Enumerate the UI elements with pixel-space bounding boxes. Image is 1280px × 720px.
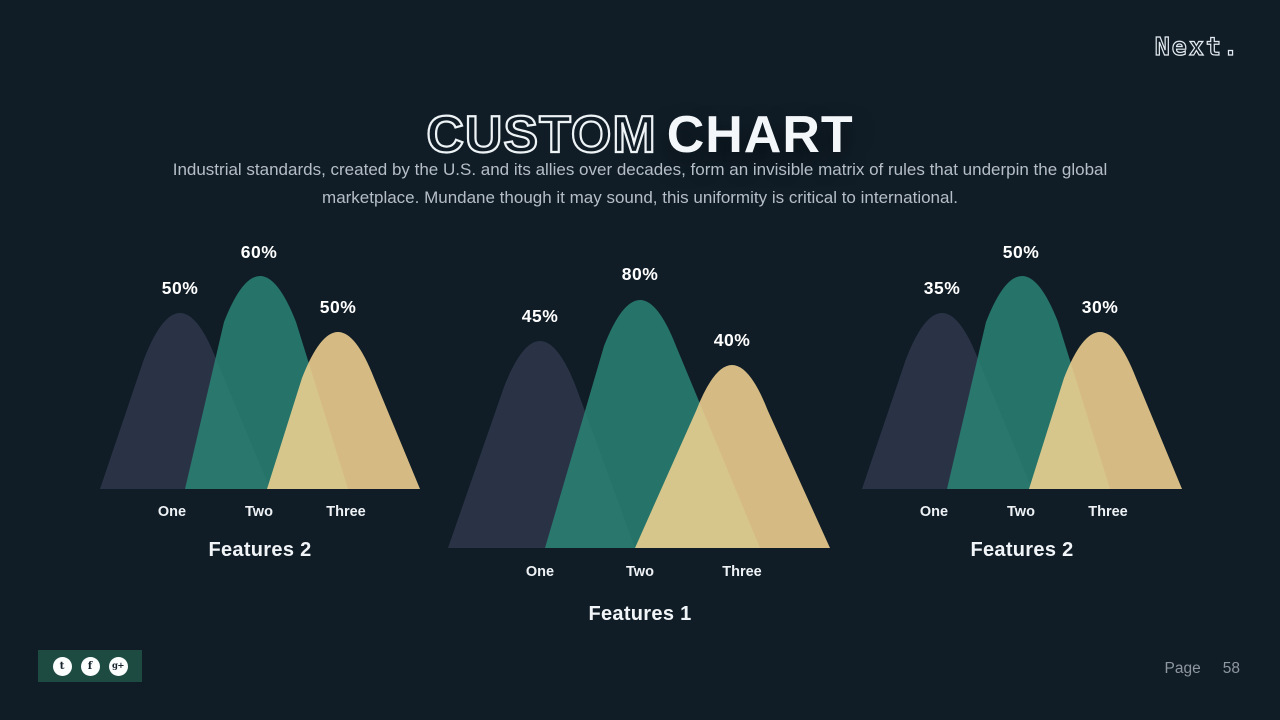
page-label: Page — [1164, 660, 1201, 677]
area-chart-canvas — [100, 276, 420, 489]
brand-logo: Next. — [1154, 31, 1240, 61]
chart-caption: Features 1 — [588, 603, 692, 625]
data-label: 35% — [923, 278, 961, 298]
subtitle-line-1: Industrial standards, created by the U.S… — [172, 160, 1108, 179]
series-three-peak — [267, 332, 420, 489]
area-chart-canvas — [862, 276, 1182, 489]
data-label: 50% — [161, 278, 199, 298]
series-three-peak — [635, 365, 830, 548]
series-three-peak — [1029, 332, 1182, 489]
facebook-icon[interactable]: f — [80, 656, 100, 676]
x-axis-label: Two — [1007, 504, 1035, 520]
x-axis-label: Three — [326, 504, 366, 520]
tumblr-glyph: t — [59, 660, 65, 672]
page-title: CUSTOM CHART — [0, 105, 1280, 164]
chart-caption: Features 2 — [970, 539, 1074, 561]
social-links-bar: t f g+ — [38, 650, 142, 682]
data-label: 30% — [1081, 297, 1119, 317]
x-axis-label: Three — [1088, 504, 1128, 520]
page-number: 58 — [1222, 660, 1240, 677]
data-label: 60% — [240, 242, 278, 262]
chart-features1-middle: 45% 80% 40% One Two Three Features 1 — [445, 240, 835, 640]
google-plus-icon[interactable]: g+ — [108, 656, 128, 676]
chart-features2-right: 35% 50% 30% One Two Three Features 2 — [857, 240, 1187, 575]
page-footer: Page 58 — [1165, 660, 1240, 678]
x-axis-label: Three — [722, 564, 762, 580]
x-axis-label: One — [525, 564, 555, 580]
x-axis-label: One — [919, 504, 949, 520]
chart-caption: Features 2 — [208, 539, 312, 561]
area-chart-canvas — [448, 300, 830, 548]
facebook-glyph: f — [87, 660, 93, 672]
subtitle-paragraph: Industrial standards, created by the U.S… — [0, 156, 1280, 211]
subtitle-line-2: marketplace. Mundane though it may sound… — [322, 187, 958, 207]
x-axis-label: One — [157, 504, 187, 520]
tumblr-icon[interactable]: t — [52, 656, 72, 676]
page-title-solid-part: CHART — [666, 105, 854, 164]
data-label: 45% — [521, 306, 559, 326]
data-label: 80% — [621, 264, 659, 284]
x-axis-label: Two — [245, 504, 273, 520]
chart-features2-left: 50% 60% 50% One Two Three Features 2 — [95, 240, 425, 575]
x-axis-label: Two — [626, 564, 654, 580]
data-label: 40% — [713, 330, 751, 350]
page-title-outline-part: CUSTOM — [425, 105, 657, 164]
data-label: 50% — [1002, 242, 1040, 262]
data-label: 50% — [319, 297, 357, 317]
google-plus-glyph: g+ — [111, 661, 125, 671]
